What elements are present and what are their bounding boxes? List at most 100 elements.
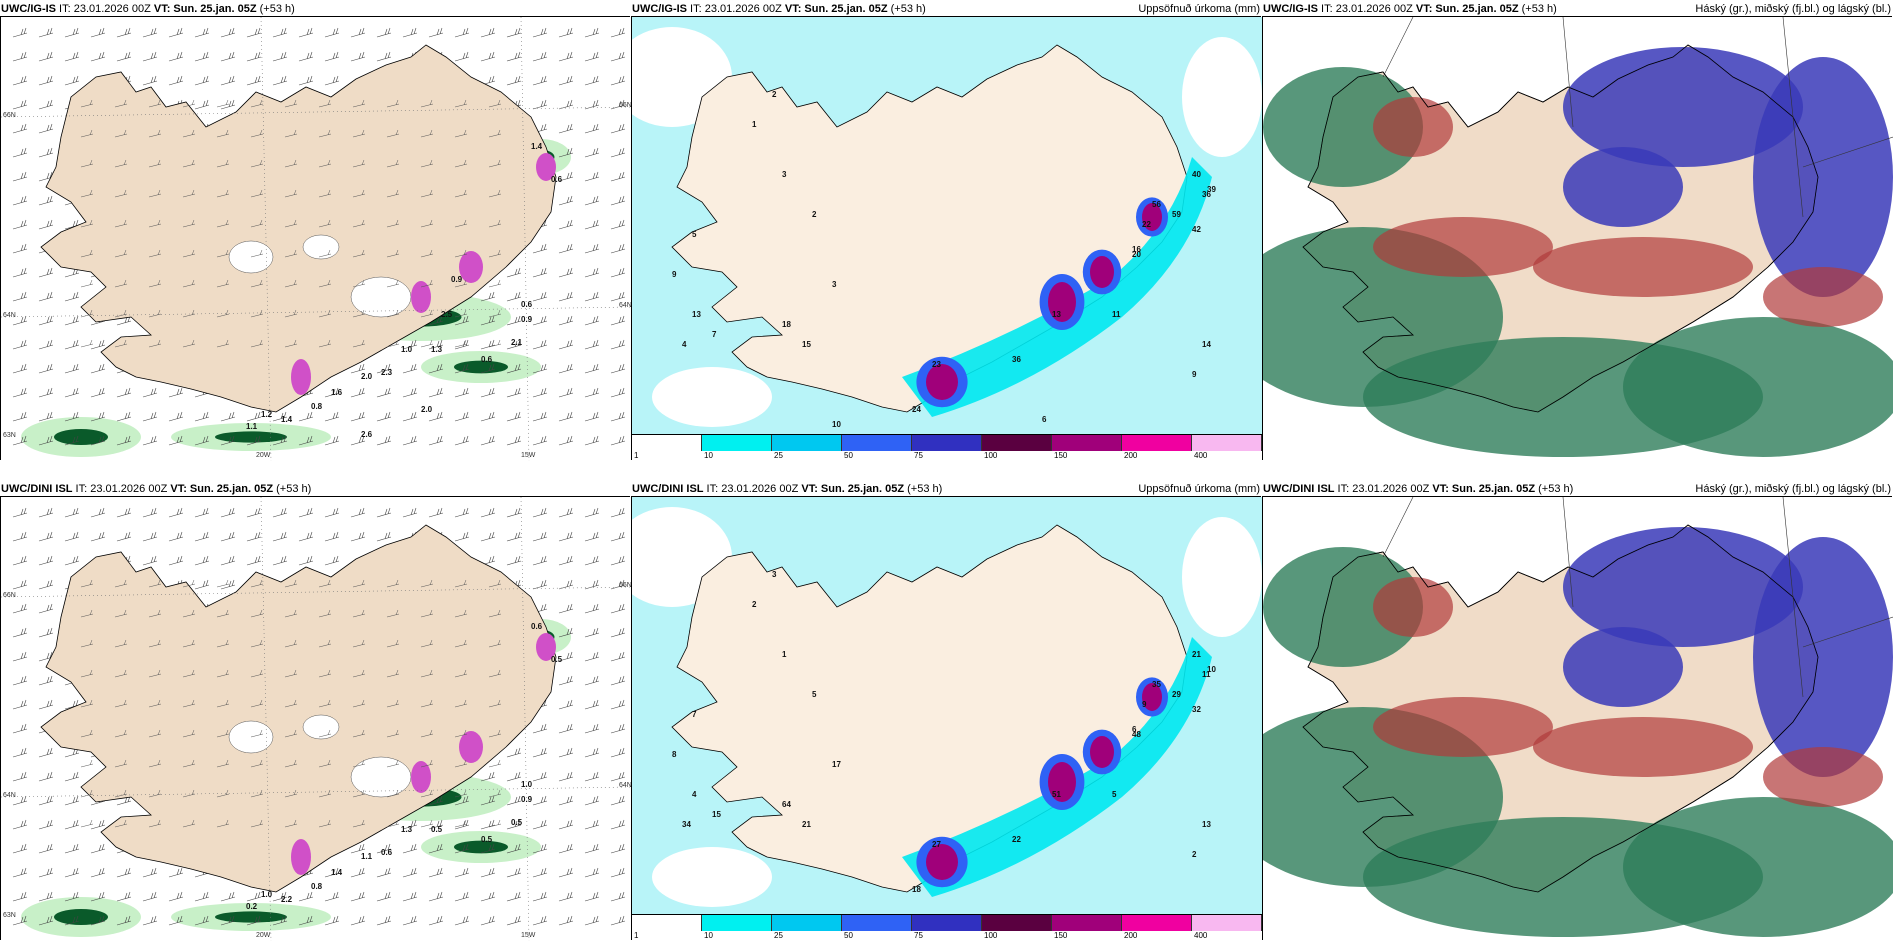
wind-barb — [610, 747, 626, 758]
wind-barb — [420, 249, 434, 258]
wind-barb — [284, 699, 298, 708]
wind-barb — [558, 339, 574, 350]
wind-barb — [386, 159, 400, 168]
wind-barb — [220, 75, 236, 86]
wind-barb — [90, 819, 106, 830]
wind-barb — [584, 771, 600, 782]
wind-barb — [610, 411, 626, 422]
wind-barb — [80, 729, 94, 738]
wind-barb — [376, 915, 392, 926]
model-name: UWC/DINI ISL — [632, 483, 704, 495]
wind-barb — [80, 609, 94, 618]
wind-barb — [114, 99, 128, 108]
wind-barb — [216, 759, 230, 768]
wind-barb — [116, 531, 132, 542]
wind-barb — [488, 99, 502, 108]
value-label: 2.2 — [281, 895, 293, 904]
wind-barb — [532, 867, 548, 878]
wind-barb — [454, 639, 468, 648]
wind-barb — [454, 669, 468, 678]
wind-barb — [90, 915, 106, 926]
wind-barb — [584, 699, 600, 710]
wind-barb — [284, 789, 298, 798]
wind-barb — [216, 669, 230, 678]
wind-barb — [454, 315, 470, 326]
wind-barb — [454, 795, 470, 806]
wind-barb — [142, 411, 158, 422]
wind-barb — [350, 843, 366, 854]
wind-barb — [584, 291, 600, 302]
wind-barb — [584, 99, 600, 110]
wind-barb — [532, 291, 548, 302]
wind-barb — [114, 759, 128, 768]
legend-swatch — [1052, 915, 1122, 931]
wind-barb — [584, 195, 600, 206]
wind-barb — [350, 435, 366, 446]
wind-barb — [352, 339, 366, 348]
wind-barb — [272, 27, 288, 38]
wind-barb — [272, 507, 288, 518]
wind-barb — [376, 435, 392, 446]
wind-barb — [80, 759, 94, 768]
precip-heavy — [1048, 282, 1076, 322]
wind-barb — [558, 747, 574, 758]
wind-barb — [386, 669, 400, 678]
wind-barb — [558, 267, 574, 278]
wind-barb — [610, 867, 626, 878]
wind-barb — [250, 609, 264, 618]
legend-swatch — [632, 915, 702, 931]
model-name: UWC/IG-IS — [632, 3, 687, 15]
wind-barb — [38, 339, 54, 350]
wind-barb — [584, 579, 600, 590]
wind-barb — [64, 531, 80, 542]
wind-barb — [558, 123, 574, 134]
axis-label: 64N — [619, 302, 631, 309]
wind-barb — [12, 363, 28, 374]
value-label: 6 — [1132, 725, 1137, 734]
precip-core — [215, 431, 287, 443]
wind-barb — [182, 669, 196, 678]
wind-barb — [272, 75, 288, 86]
wind-barb — [584, 915, 600, 926]
wind-barb — [12, 651, 28, 662]
legend-tick: 1 — [634, 931, 639, 940]
wind-barb — [216, 159, 230, 168]
wind-barb — [318, 249, 332, 258]
value-label: 3 — [832, 280, 837, 289]
wind-barb — [610, 531, 626, 542]
wind-barb — [352, 639, 366, 648]
legend-tick: 50 — [844, 931, 853, 940]
wind-barb — [64, 507, 80, 518]
wind-barb — [194, 555, 210, 566]
wind-barb — [216, 99, 230, 108]
forecast-panel-wind: UWC/DINI ISL IT: 23.01.2026 00Z VT: Sun.… — [0, 483, 631, 941]
init-time: IT: 23.01.2026 00Z — [1318, 3, 1416, 15]
wind-barb — [488, 159, 502, 168]
wind-barb — [142, 27, 158, 38]
value-label: 5 — [692, 230, 697, 239]
wind-barb — [428, 867, 444, 878]
wind-barb — [584, 219, 600, 230]
wind-barb — [610, 171, 626, 182]
wind-barb — [558, 363, 574, 374]
value-label: 2 — [1192, 850, 1197, 859]
wind-barb — [250, 279, 264, 288]
wind-barb — [246, 75, 262, 86]
wind-barb — [584, 507, 600, 518]
wind-barb — [376, 27, 392, 38]
wind-barb — [182, 819, 196, 828]
wind-barb — [318, 99, 332, 108]
precip-heavy — [1142, 683, 1162, 711]
wind-barb — [610, 579, 626, 590]
wind-barb — [12, 675, 28, 686]
wind-barb — [142, 435, 158, 446]
legend-tick: 50 — [844, 451, 853, 460]
wind-barb — [168, 75, 184, 86]
wind-barb — [38, 699, 54, 710]
axis-label: 15W — [521, 452, 536, 459]
wind-barb — [168, 507, 184, 518]
wind-barb — [584, 51, 600, 62]
wind-barb — [250, 99, 264, 108]
wind-barb — [532, 435, 548, 446]
map-viewport: 1.4 0.6 0.6 0.9 2.1 0.6 1.3 1.0 2.3 2.0 1.6 0.8 1.4 1… — [1, 17, 631, 461]
